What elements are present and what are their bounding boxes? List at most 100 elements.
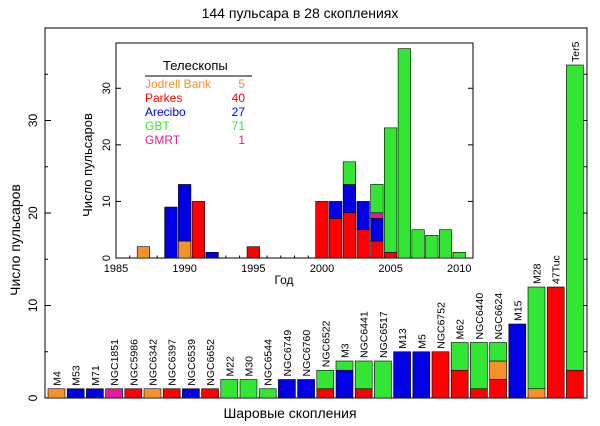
legend-count-jodrell-bank: 5: [238, 77, 245, 91]
bar-m62-gbt: [450, 342, 469, 371]
inset-x-tick-label: 2010: [447, 263, 471, 275]
bar-ngc6397-parkes: [162, 388, 181, 399]
inset-bar-2009-gbt: [438, 229, 453, 259]
inset-bar-2002-arecibo: [342, 184, 356, 214]
inset-x-tick-label: 2005: [378, 263, 402, 275]
inset-bar-2004-arecibo: [370, 218, 384, 242]
legend-title: Телескопы: [163, 58, 228, 73]
main-y-tick-label: 30: [26, 114, 40, 128]
category-label-m71: M71: [90, 365, 102, 386]
inset-bar-2000-parkes: [315, 201, 329, 259]
bar-m15-arecibo: [508, 323, 527, 399]
legend-count-gbt: 71: [232, 119, 246, 133]
inset-axes: 1985 1990 1995 2000 2005 2010 0 10 20 30: [101, 82, 473, 275]
bar-ngc6522-gbt: [316, 369, 335, 390]
category-label-ngc6397: NGC6397: [167, 339, 179, 386]
bar-m5-arecibo: [412, 351, 431, 399]
category-label-ter5: Ter5: [570, 41, 582, 62]
category-label-ngc6517: NGC6517: [378, 311, 390, 358]
bar-m71-arecibo: [86, 388, 104, 399]
category-label-ngc6544: NGC6544: [263, 339, 275, 386]
inset-x-axis-label: Год: [274, 273, 293, 287]
inset-y-tick-label: 30: [101, 82, 113, 94]
bar-ngc6441-parkes: [354, 388, 373, 399]
bar-ngc6517-gbt: [374, 360, 392, 399]
category-label-ngc6624: NGC6624: [493, 293, 505, 340]
inset-y-axis-label: Число пульсаров: [80, 113, 95, 217]
inset-y-tick-label: 0: [101, 255, 113, 261]
legend-count-gmrt: 1: [238, 133, 245, 147]
category-label-m5: M5: [416, 334, 428, 349]
inset-bar-2007-gbt: [411, 229, 425, 259]
bar-ngc6441-gbt: [354, 360, 373, 390]
legend-entry-gbt: GBT: [145, 119, 170, 133]
inset-bar-2008-gbt: [425, 235, 439, 259]
inset-bar-1990-arecibo: [178, 184, 192, 242]
category-label-47tuc: 47Tuc: [551, 255, 563, 284]
legend-entry-parkes: Parkes: [145, 91, 182, 105]
bar-ngc6752-parkes: [431, 351, 450, 399]
category-label-ngc1851: NGC1851: [109, 339, 121, 386]
inset-bar-2005-gbt: [384, 127, 398, 253]
inset-bar-2004-gbt: [370, 184, 384, 214]
inset-x-tick-label: 1990: [172, 263, 196, 275]
bar-ngc6624-jodrell-bank: [489, 360, 507, 380]
category-label-ngc6652: NGC6652: [205, 339, 217, 386]
legend-entry-jodrell-bank: Jodrell Bank: [145, 77, 212, 91]
category-label-ngc6752: NGC6752: [436, 302, 448, 349]
inset-bar-1987-jodrell-bank: [136, 246, 151, 259]
inset-bar-1989-arecibo: [164, 206, 178, 259]
category-label-m4: M4: [52, 371, 64, 386]
bar-ngc6544-gbt: [258, 388, 277, 399]
bar-m28-gbt: [527, 286, 546, 390]
inset-plot: 1985 1990 1995 2000 2005 2010 0 10 20 30 Число пу…: [80, 36, 476, 287]
category-label-ngc6522: NGC6522: [320, 320, 332, 367]
main-y-tick-label: 0: [26, 394, 40, 401]
main-y-tick-label: 20: [26, 206, 40, 220]
category-label-m3: M3: [340, 343, 352, 358]
category-label-m22: M22: [224, 356, 236, 377]
inset-bar-1990-jodrell-bank: [178, 240, 192, 259]
inset-bar-1995-parkes: [246, 246, 260, 259]
category-label-ngc6539: NGC6539: [186, 339, 198, 386]
inset-y-tick-label: 10: [101, 195, 113, 207]
inset-x-tick-label: 1995: [241, 263, 265, 275]
bar-47tuc-parkes: [546, 286, 565, 399]
category-label-ngc5986: NGC5986: [128, 339, 140, 386]
bar-m13-arecibo: [393, 351, 411, 399]
category-label-ngc6440: NGC6440: [474, 293, 486, 340]
inset-bar-2001-parkes: [329, 218, 343, 259]
bar-m3-arecibo: [335, 369, 354, 399]
main-y-tick-label: 10: [26, 299, 40, 313]
inset-bar-1991-parkes: [191, 201, 205, 259]
bar-ngc6652-parkes: [201, 388, 219, 399]
main-category-labels: M4 M53 M71 NGC1851 NGC5986 NGC6342 NGC6397 NGC6…: [52, 41, 582, 385]
inset-bar-2005-parkes: [384, 252, 398, 259]
inset-bar-2002-gbt: [342, 161, 356, 185]
category-label-m28: M28: [532, 263, 544, 284]
bar-ngc6760-arecibo: [297, 379, 315, 399]
main-x-axis-label: Шаровые скопления: [223, 405, 356, 421]
bar-m28-jodrell-bank: [527, 388, 546, 399]
inset-legend: Телескопы Jodrell Bank 5 Parkes 40 Arecibo 27…: [145, 58, 252, 147]
inset-bar-2006-gbt: [397, 48, 411, 259]
category-label-m62: M62: [455, 319, 467, 340]
category-label-ngc6749: NGC6749: [282, 330, 294, 377]
main-bars: [47, 64, 584, 399]
bar-ngc6440-gbt: [470, 342, 488, 390]
bar-m4-jodrell-bank: [47, 388, 66, 399]
category-label-ngc6342: NGC6342: [148, 339, 160, 386]
bar-ter5-gbt: [566, 64, 584, 371]
legend-count-arecibo: 27: [232, 105, 246, 119]
inset-bar-2003-arecibo: [356, 201, 370, 231]
inset-bar-2004-parkes: [370, 240, 384, 259]
bar-ngc1851-gmrt: [105, 388, 123, 399]
bar-m53-arecibo: [66, 388, 85, 399]
main-y-axis-label: Число пульсаров: [7, 184, 23, 296]
inset-bars: [136, 48, 466, 259]
bar-ngc6624-gbt: [489, 342, 507, 362]
chart-title: 144 пульсара в 28 скоплениях: [202, 5, 399, 21]
